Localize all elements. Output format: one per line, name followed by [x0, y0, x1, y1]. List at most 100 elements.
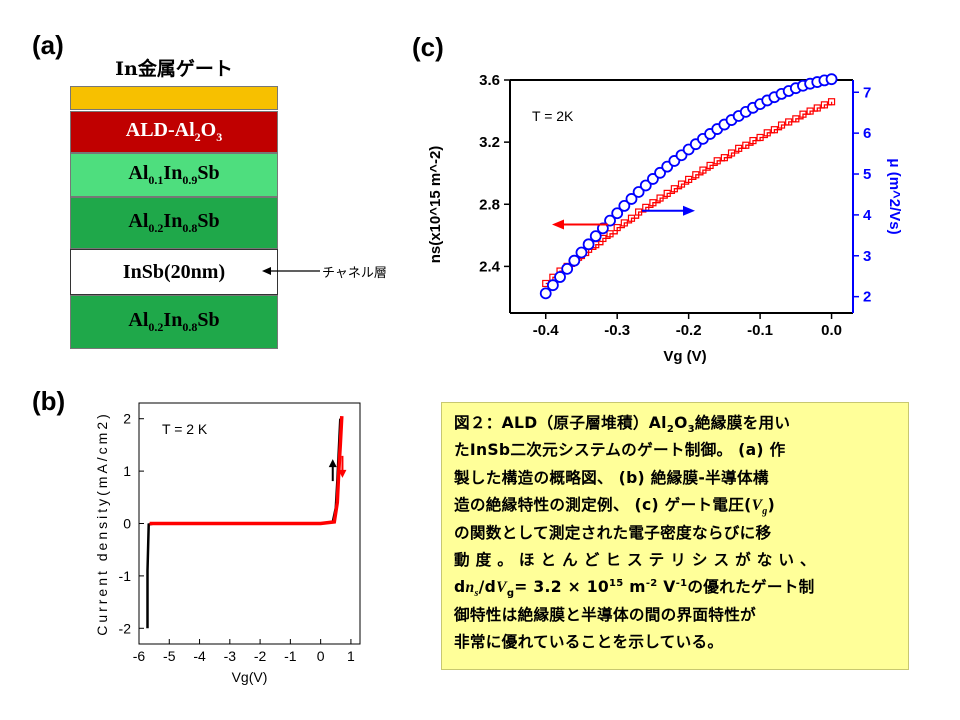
layer-insb-channel-label: InSb(20nm): [122, 260, 226, 283]
chart-c-ns-point: [820, 101, 829, 109]
chart-c-ns-point: [620, 219, 628, 227]
layer-al01in09sb-label: Al0.1In0.9Sb: [128, 162, 220, 187]
caption-line-6: 動 度 。 ほ と ん ど ヒ ス テ リ シ ス が な い 、: [454, 551, 816, 570]
chart-c-mobility-point: [611, 207, 624, 220]
layer-stack: In金属ゲート ALD-Al2O3 Al0.1In0.9Sb Al0.2In0.…: [70, 50, 278, 350]
chart-c-ns-point: [813, 104, 821, 112]
chart-c-ns-point: [827, 98, 836, 106]
caption-line-8: 御特性は絶縁膜と半導体の間の界面特性が: [454, 605, 756, 624]
chart-c-ns-point: [670, 185, 678, 193]
chart-b-ylabel: Current density(mA/cm2): [94, 411, 110, 636]
gate-metal-layer: [70, 86, 278, 110]
layer-al02in08sb-lower: Al0.2In0.8Sb: [70, 295, 278, 349]
chart-c-mobility-point: [568, 254, 581, 267]
chart-c-ns-point: [763, 129, 771, 137]
chart-c-ytick-right-label: 2: [863, 289, 871, 306]
chart-c-ns-point: [720, 154, 728, 162]
chart-b-ytick-label: -1: [119, 568, 132, 584]
chart-c-mobility-point: [575, 246, 588, 259]
chart-c-ns-point: [785, 118, 793, 126]
chart-b-iv: -6 -5 -4 -3 -2 -1 0 1 -2 -1 0 1 2 Vg(V) Current densit…: [94, 402, 361, 685]
chart-c-xtick-label: 0.0: [821, 322, 842, 339]
chart-c-ns-point: [735, 144, 743, 152]
chart-c-ns-point: [685, 175, 693, 184]
chart-c-mobility-point: [546, 279, 559, 292]
caption-line-9: 非常に優れていることを示している。: [454, 633, 724, 652]
chart-b-xlabel: Vg(V): [232, 669, 268, 685]
chart-c-ylabel-right: μ (m^2/Vs): [886, 158, 903, 234]
chart-c-ylabel-left: ns(x10^15 m^-2): [427, 146, 444, 264]
chart-c-mobility-point: [639, 179, 652, 192]
chart-b-ytick-label: 2: [123, 411, 131, 427]
chart-c-mobility-point: [825, 73, 838, 86]
panel-label-b: (b): [32, 386, 66, 416]
chart-c-annotation: T = 2K: [532, 108, 574, 124]
chart-b-xtick-label: -6: [133, 648, 146, 664]
chart-c-ns-point: [749, 136, 757, 145]
chart-c-ytick-left-label: 2.8: [479, 196, 500, 213]
chart-c-mobility-point: [582, 238, 595, 251]
chart-c-xlabel: Vg (V): [663, 348, 706, 365]
chart-c-mobility-point: [632, 186, 645, 198]
chart-b-annotation: T = 2 K: [162, 421, 208, 437]
chart-c-ns-arrowhead: [552, 219, 564, 230]
chart-c-ns-point: [692, 171, 700, 179]
panel-label-a: (a): [32, 30, 64, 60]
chart-c-ytick-left-label: 3.2: [479, 134, 500, 151]
chart-b-xtick-label: -5: [163, 648, 176, 664]
layer-al2o3-label: ALD-Al2O3: [125, 119, 223, 144]
chart-c-ns-point: [777, 121, 786, 129]
caption-line-7: dns/dVg= 3.2 × 1015 m-2 V-1の優れたゲート制: [454, 578, 815, 600]
chart-c-ytick-right-label: 5: [863, 166, 871, 183]
chart-c-ns-point: [713, 157, 721, 165]
chart-c-mobility-point: [589, 230, 602, 243]
figure-caption: 図２：ALD（原子層堆積）Al2O3絶縁膜を用い たInSb二次元システムのゲー…: [441, 402, 909, 670]
panel-label-c: (c): [412, 32, 444, 62]
caption-line-4: 造の絶縁特性の測定例、 (c) ゲート電圧(Vg): [454, 496, 776, 518]
chart-b-arrowhead-2: [338, 469, 347, 478]
caption-line-5: の関数として測定された電子密度ならびに移: [454, 523, 772, 542]
chart-c-mobility-point: [604, 214, 616, 227]
layer-al02in08sb-lower-label: Al0.2In0.8Sb: [128, 309, 220, 334]
chart-c-ns-point: [792, 115, 800, 123]
chart-c-xtick-label: -0.4: [533, 322, 560, 339]
chart-c-ns-point: [706, 161, 714, 170]
chart-c-ns-point: [806, 107, 814, 115]
chart-c-ns-point: [635, 208, 643, 216]
chart-b-xtick-label: -4: [193, 648, 206, 664]
caption-line-3: 製した構造の概略図、 (b) 絶縁膜-半導体構: [454, 468, 769, 487]
caption-line-2: たInSb二次元システムのゲート制御。 (a) 作: [454, 441, 786, 460]
chart-c-ns-point: [656, 194, 664, 202]
chart-c-ns-point: [627, 214, 636, 222]
chart-b-xtick-label: -3: [224, 648, 237, 664]
chart-b-series-2: [149, 416, 344, 526]
chart-c-mobility-point: [539, 287, 552, 300]
chart-c-ns-point: [742, 141, 750, 149]
chart-c-ns-point: [727, 149, 736, 157]
chart-c-xtick-label: -0.2: [676, 322, 702, 339]
chart-b-xtick-label: -2: [254, 648, 267, 664]
chart-c-ns-point: [649, 199, 657, 207]
chart-c-mobility-point: [554, 271, 566, 283]
chart-c-ytick-right-label: 6: [863, 125, 871, 142]
chart-c-ns-point: [756, 133, 764, 142]
chart-b-arrowhead-1: [328, 459, 337, 468]
layer-insb-channel: InSb(20nm): [70, 249, 278, 295]
layer-al02in08sb-upper-label: Al0.2In0.8Sb: [128, 210, 220, 235]
chart-c-ns-point: [799, 110, 807, 118]
chart-b-xtick-label: 0: [317, 648, 325, 664]
layer-al2o3: ALD-Al2O3: [70, 111, 278, 153]
caption-line-1: 図２：ALD（原子層堆積）Al2O3絶縁膜を用い: [454, 414, 791, 436]
chart-c-ns-point: [699, 166, 707, 174]
chart-c-mobility-arrowhead: [683, 205, 695, 216]
gate-title: In金属ゲート: [115, 58, 233, 80]
chart-c-xtick-label: -0.1: [747, 322, 773, 339]
chart-c-ytick-right-label: 7: [863, 84, 871, 101]
chart-c-mobility-point: [618, 200, 631, 212]
chart-c-mobility-point: [561, 262, 574, 275]
layer-al02in08sb-upper: Al0.2In0.8Sb: [70, 197, 278, 249]
chart-c-ns-point: [606, 230, 614, 238]
chart-c-ytick-right-label: 3: [863, 248, 871, 265]
chart-b-ytick-label: 0: [123, 516, 131, 532]
chart-c-ytick-left-label: 3.6: [479, 72, 500, 89]
